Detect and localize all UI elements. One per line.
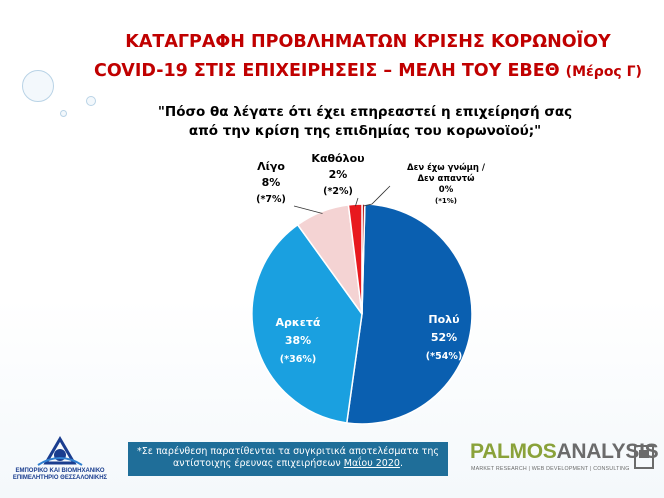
ebeth-logo-line-2: ΕΠΙΜΕΛΗΤΗΡΙΟ ΘΕΣΣΑΛΟΝΙΚΗΣ (12, 475, 108, 481)
decorative-circle-small (86, 96, 96, 106)
slice-label-2-previous: (*7%) (256, 194, 286, 205)
ebeth-logo-line-1: ΕΜΠΟΡΙΚΟ ΚΑΙ ΒΙΟΜΗΧΑΝΙΚΟ (15, 468, 105, 474)
title-line-2: COVID-19 ΣΤΙΣ ΕΠΙΧΕΙΡΗΣΕΙΣ – ΜΕΛΗ ΤΟΥ ΕΒ… (80, 57, 656, 87)
page-title: ΚΑΤΑΓΡΑΦΗ ΠΡΟΒΛΗΜΑΤΩΝ ΚΡΙΣΗΣ ΚΟΡΩΝΟΪΟΥ C… (80, 28, 656, 87)
slice-label-3-previous: (*2%) (323, 186, 353, 197)
brand-part-1: PALMOS (470, 440, 557, 463)
palmos-mark-icon (634, 445, 654, 469)
footnote-period: . (399, 458, 403, 469)
slice-label-2-name: Λίγο (257, 160, 285, 173)
slice-label-0-name: Πολύ (428, 313, 459, 326)
slice-label-4-name-1: Δεν έχω γνώμη / (407, 162, 486, 173)
question-line-2: από την κρίση της επιδημίας του κορωνοϊο… (188, 123, 542, 139)
slice-label-3-value: 2% (329, 168, 348, 181)
leader-line-3 (354, 197, 359, 207)
pie-slice-4 (361, 203, 366, 315)
palmos-analysis-logo: PALMOSANALYSIS MARKET RESEARCH | WEB DEV… (470, 440, 659, 478)
footnote-line-2-text: αντίστοιχης έρευνας επιχειρήσεων (173, 458, 344, 469)
slice-label-1-previous: (*36%) (280, 354, 316, 365)
footnote-line-1: *Σε παρένθεση παρατίθενται τα συγκριτικά… (137, 446, 439, 457)
slice-label-4-previous: (*1%) (435, 197, 457, 205)
ebeth-logo: ΕΜΠΟΡΙΚΟ ΚΑΙ ΒΙΟΜΗΧΑΝΙΚΟ ΕΠΙΜΕΛΗΤΗΡΙΟ ΘΕ… (8, 433, 112, 489)
pie-slice-0 (345, 203, 473, 425)
leader-line-2 (293, 205, 323, 214)
leader-line-4 (363, 185, 391, 207)
palmos-tagline: MARKET RESEARCH | WEB DEVELOPMENT | CONS… (471, 466, 630, 472)
slice-label-1-name: Αρκετά (276, 316, 321, 329)
pie-slice-1 (251, 223, 363, 424)
footnote-date: Μαΐου 2020 (343, 458, 400, 469)
slice-label-4-value: 0% (439, 185, 454, 195)
palmos-analysis-brand: PALMOSANALYSIS (470, 440, 659, 464)
footnote-line-2: αντίστοιχης έρευνας επιχειρήσεων Μαΐου 2… (128, 458, 448, 470)
decorative-circle-large (22, 70, 54, 102)
title-suffix: (Μέρος Γ) (565, 64, 642, 80)
slice-label-3-name: Καθόλου (311, 152, 364, 165)
survey-question: "Πόσο θα λέγατε ότι έχει επηρεαστεί η επ… (150, 103, 580, 141)
slice-label-1-value: 38% (285, 334, 311, 347)
slice-label-2-value: 8% (262, 176, 281, 189)
title-line-1: ΚΑΤΑΓΡΑΦΗ ΠΡΟΒΛΗΜΑΤΩΝ ΚΡΙΣΗΣ ΚΟΡΩΝΟΪΟΥ (125, 32, 611, 52)
question-line-1: "Πόσο θα λέγατε ότι έχει επηρεαστεί η επ… (157, 104, 573, 120)
footnote-box: *Σε παρένθεση παρατίθενται τα συγκριτικά… (128, 442, 448, 476)
brand-part-2: ANALYSIS (556, 440, 659, 463)
ebeth-logo-text: ΕΜΠΟΡΙΚΟ ΚΑΙ ΒΙΟΜΗΧΑΝΙΚΟ ΕΠΙΜΕΛΗΤΗΡΙΟ ΘΕ… (8, 468, 112, 482)
slice-label-4-name-2: Δεν απαντώ (417, 173, 475, 184)
title-line-2-main: COVID-19 ΣΤΙΣ ΕΠΙΧΕΙΡΗΣΕΙΣ – ΜΕΛΗ ΤΟΥ ΕΒ… (94, 61, 560, 81)
ebeth-emblem-icon (37, 436, 83, 466)
slice-label-0-value: 52% (431, 331, 457, 344)
slice-label-0-previous: (*54%) (426, 351, 462, 362)
decorative-circle-tiny (60, 110, 67, 117)
